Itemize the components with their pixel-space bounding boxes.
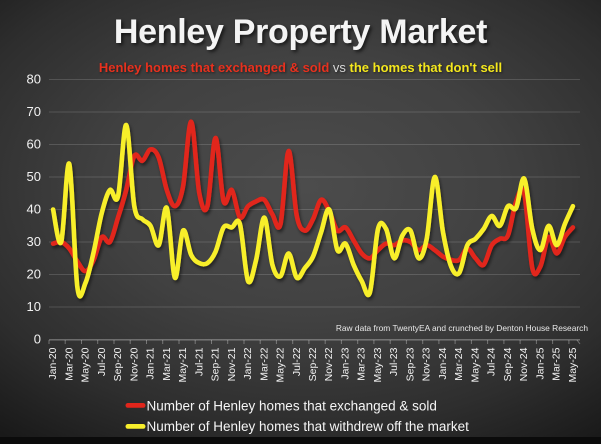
svg-text:0: 0 (34, 332, 41, 347)
svg-text:Mar-21: Mar-21 (161, 347, 173, 380)
svg-text:Nov-22: Nov-22 (323, 347, 335, 381)
svg-text:Sep-24: Sep-24 (502, 347, 514, 381)
svg-text:May-21: May-21 (177, 347, 189, 382)
svg-text:Nov-20: Nov-20 (128, 347, 140, 381)
svg-text:Jan-25: Jan-25 (534, 347, 546, 379)
svg-text:40: 40 (27, 202, 41, 217)
svg-text:60: 60 (27, 137, 41, 152)
svg-text:Sep-20: Sep-20 (112, 347, 124, 381)
svg-text:20: 20 (27, 267, 41, 282)
svg-text:Mar-25: Mar-25 (551, 347, 563, 380)
svg-text:Jul-22: Jul-22 (291, 347, 303, 376)
svg-text:Nov-24: Nov-24 (518, 347, 530, 381)
svg-text:Nov-21: Nov-21 (226, 347, 238, 381)
svg-text:May-22: May-22 (275, 347, 287, 382)
svg-text:May-20: May-20 (80, 347, 92, 382)
svg-text:Jan-24: Jan-24 (437, 347, 449, 379)
svg-text:Jan-20: Jan-20 (47, 347, 59, 379)
svg-text:Mar-20: Mar-20 (63, 347, 75, 380)
svg-text:50: 50 (27, 169, 41, 184)
svg-text:Jul-24: Jul-24 (486, 347, 498, 376)
svg-text:Nov-23: Nov-23 (421, 347, 433, 381)
svg-text:Jan-21: Jan-21 (145, 347, 157, 379)
svg-text:80: 80 (27, 72, 41, 87)
svg-text:70: 70 (27, 104, 41, 119)
svg-text:Jan-23: Jan-23 (340, 347, 352, 379)
svg-text:Mar-23: Mar-23 (356, 347, 368, 380)
svg-text:Jul-20: Jul-20 (96, 347, 108, 376)
svg-text:Sep-22: Sep-22 (307, 347, 319, 381)
svg-text:10: 10 (27, 299, 41, 314)
svg-text:Number of Henley homes that wi: Number of Henley homes that withdrew off… (147, 419, 470, 434)
svg-text:May-25: May-25 (567, 347, 579, 382)
svg-text:May-24: May-24 (470, 347, 482, 382)
svg-text:30: 30 (27, 234, 41, 249)
svg-text:Jan-22: Jan-22 (242, 347, 254, 379)
svg-text:Sep-21: Sep-21 (210, 347, 222, 381)
svg-text:May-23: May-23 (372, 347, 384, 382)
svg-text:Sep-23: Sep-23 (405, 347, 417, 381)
svg-text:Mar-24: Mar-24 (453, 347, 465, 380)
svg-text:Number of Henley homes that ex: Number of Henley homes that exchanged & … (147, 399, 437, 414)
svg-text:Jul-23: Jul-23 (388, 347, 400, 376)
svg-text:Jul-21: Jul-21 (193, 347, 205, 376)
svg-text:Raw data from TwentyEA and cru: Raw data from TwentyEA and crunched by D… (336, 323, 589, 333)
svg-text:Mar-22: Mar-22 (258, 347, 270, 380)
